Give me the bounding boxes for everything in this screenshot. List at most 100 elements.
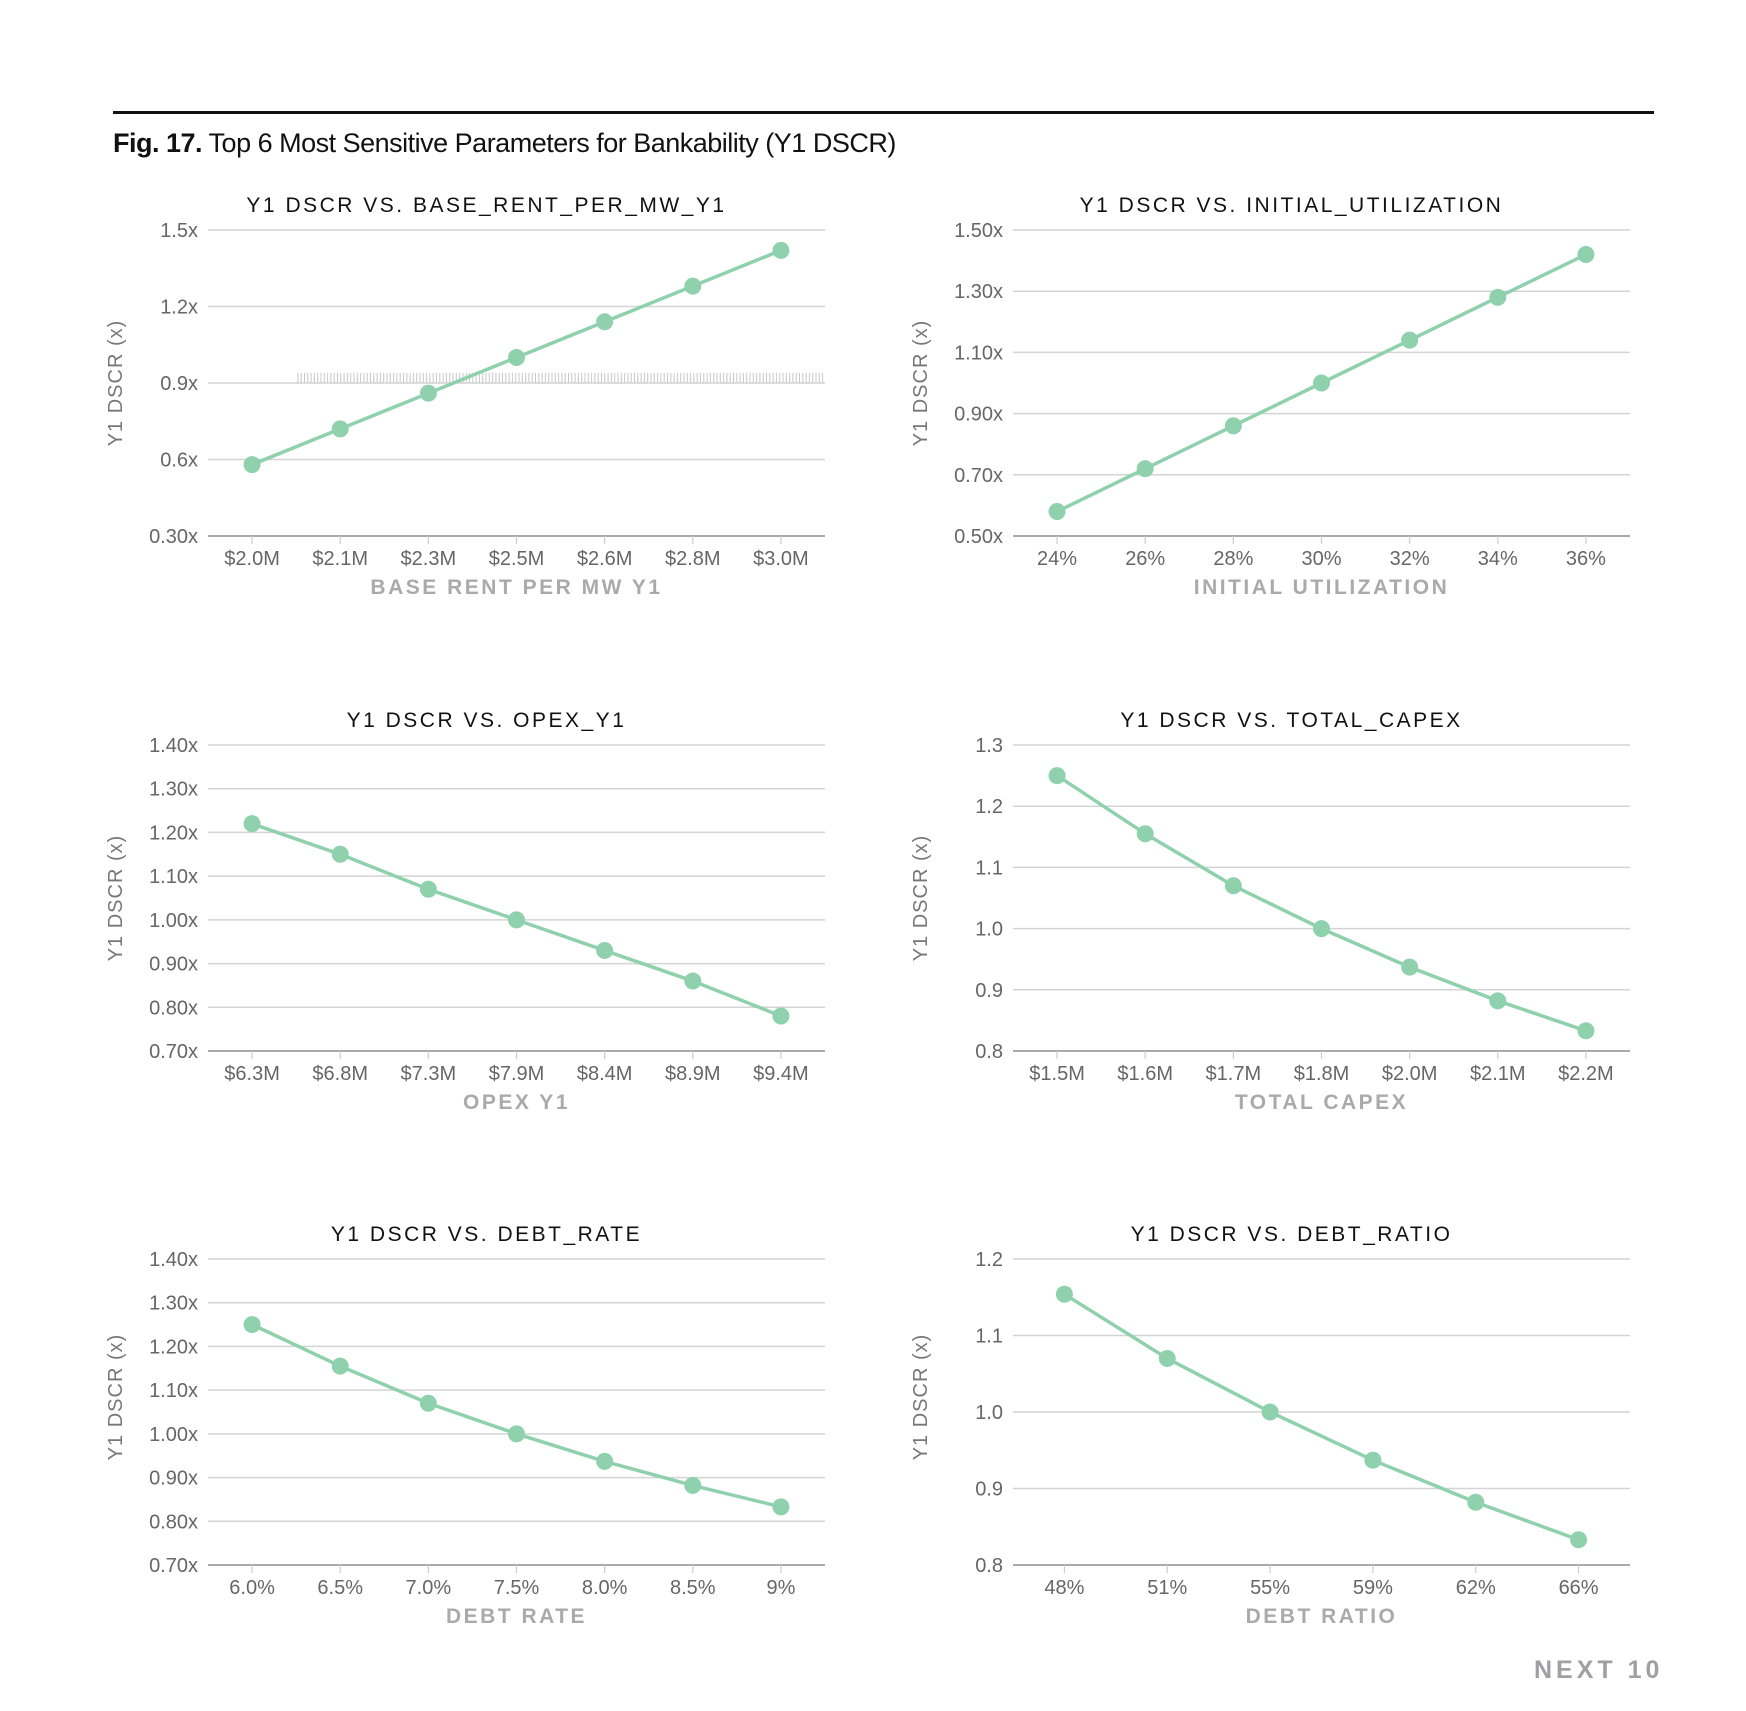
data-point xyxy=(1577,245,1595,263)
x-tick-label: $1.8M xyxy=(1294,1063,1350,1085)
data-point xyxy=(1467,1493,1485,1511)
y-tick-label: 1.10x xyxy=(149,866,198,888)
data-point xyxy=(1136,825,1154,843)
y-tick-label: 0.6x xyxy=(160,450,198,472)
x-tick-label: 8.5% xyxy=(670,1577,716,1599)
data-point xyxy=(1261,1403,1279,1421)
x-tick-label: 32% xyxy=(1390,548,1430,570)
data-point xyxy=(1577,1022,1595,1040)
data-point xyxy=(1136,460,1154,478)
x-tick-label: $2.2M xyxy=(1558,1063,1614,1085)
x-tick-label: 28% xyxy=(1213,548,1253,570)
data-point xyxy=(1224,417,1242,435)
x-tick-label: 55% xyxy=(1250,1577,1290,1599)
y-tick-label: 1.3 xyxy=(975,735,1003,757)
y-tick-label: 0.9x xyxy=(160,373,198,395)
x-axis-title: INITIAL UTILIZATION xyxy=(1194,576,1450,599)
x-tick-label: 62% xyxy=(1456,1577,1496,1599)
x-tick-label: $2.3M xyxy=(401,548,457,570)
y-tick-label: 1.40x xyxy=(149,1249,198,1271)
y-tick-label: 0.8 xyxy=(975,1041,1003,1063)
x-tick-label: $3.0M xyxy=(753,548,809,570)
chart-panel: Y1 DSCR VS. DEBT_RATIO 0.8 0.9 1.0 1.1 1.2 48%… xyxy=(910,1223,1630,1628)
x-tick-label: 66% xyxy=(1559,1577,1599,1599)
y-tick-label: 1.20x xyxy=(149,822,198,844)
data-point xyxy=(243,456,261,474)
data-point xyxy=(772,1007,790,1025)
data-point xyxy=(1313,920,1330,938)
y-tick-label: 0.70x xyxy=(149,1555,198,1577)
data-point xyxy=(1048,767,1066,785)
x-tick-label: 24% xyxy=(1037,548,1077,570)
y-tick-label: 0.80x xyxy=(149,1511,198,1533)
figure-title-text: Top 6 Most Sensitive Parameters for Bank… xyxy=(208,128,897,158)
chart-panel: Y1 DSCR VS. INITIAL_UTILIZATION 0.50x 0.70… xyxy=(910,194,1630,599)
x-tick-label: $2.0M xyxy=(1382,1063,1438,1085)
y-axis-title: Y1 DSCR (x) xyxy=(105,1334,127,1461)
y-tick-label: 0.90x xyxy=(954,404,1003,426)
chart-panel: Y1 DSCR VS. BASE_RENT_PER_MW_Y1 0.30x 0.6x… xyxy=(105,194,825,599)
x-axis-title: DEBT RATIO xyxy=(1246,1605,1398,1628)
x-tick-label: 8.0% xyxy=(582,1577,628,1599)
figure-label: Fig. 17. xyxy=(113,128,203,158)
data-point xyxy=(508,911,525,929)
x-tick-label: $8.9M xyxy=(665,1063,721,1085)
y-tick-label: 0.70x xyxy=(954,465,1003,487)
data-point xyxy=(331,1357,349,1375)
y-tick-label: 0.50x xyxy=(954,526,1003,548)
y-tick-label: 1.50x xyxy=(954,220,1003,242)
threshold-line xyxy=(297,372,824,383)
data-point xyxy=(684,277,702,295)
x-axis-title: TOTAL CAPEX xyxy=(1235,1091,1408,1114)
data-point xyxy=(331,420,349,438)
chart-panel: Y1 DSCR VS. OPEX_Y1 0.70x 0.80x 0.90x 1.00x 1… xyxy=(105,709,825,1114)
data-point xyxy=(684,1476,702,1494)
y-tick-label: 0.90x xyxy=(149,1468,198,1490)
y-tick-label: 1.10x xyxy=(149,1380,198,1402)
data-point xyxy=(1489,992,1507,1010)
series-line xyxy=(1063,1292,1580,1542)
top-rule xyxy=(113,111,1654,114)
chart-title: Y1 DSCR VS. INITIAL_UTILIZATION xyxy=(1080,194,1504,217)
chart-title: Y1 DSCR VS. BASE_RENT_PER_MW_Y1 xyxy=(246,194,726,217)
data-point xyxy=(508,349,525,366)
y-axis-title: Y1 DSCR (x) xyxy=(910,835,932,962)
chart-panel: Y1 DSCR VS. TOTAL_CAPEX 0.8 0.9 1.0 1.1 1.2 1.… xyxy=(910,709,1630,1114)
chart-title: Y1 DSCR VS. DEBT_RATE xyxy=(331,1223,642,1246)
x-tick-label: 26% xyxy=(1125,548,1165,570)
data-point xyxy=(1364,1451,1382,1469)
x-tick-label: 7.0% xyxy=(406,1577,452,1599)
data-point xyxy=(243,815,261,833)
y-tick-label: 1.00x xyxy=(149,1424,198,1446)
x-tick-label: 51% xyxy=(1147,1577,1187,1599)
y-tick-label: 1.0 xyxy=(975,919,1003,941)
data-point xyxy=(772,241,790,259)
data-point xyxy=(1570,1531,1588,1549)
x-tick-label: $2.0M xyxy=(224,548,280,570)
brand-logo: NEXT 10 xyxy=(1534,1656,1664,1684)
data-point xyxy=(1401,331,1419,349)
x-tick-label: $2.1M xyxy=(312,548,368,570)
data-point xyxy=(596,1452,614,1470)
x-tick-label: $2.8M xyxy=(665,548,721,570)
chart-title: Y1 DSCR VS. DEBT_RATIO xyxy=(1131,1223,1453,1246)
y-tick-label: 0.70x xyxy=(149,1041,198,1063)
y-tick-label: 1.2 xyxy=(975,1249,1003,1271)
x-tick-label: 36% xyxy=(1566,548,1606,570)
x-tick-label: $2.1M xyxy=(1470,1063,1526,1085)
data-point xyxy=(419,1394,437,1412)
data-point xyxy=(331,845,349,863)
x-tick-label: $1.7M xyxy=(1206,1063,1262,1085)
chart-panel: Y1 DSCR VS. DEBT_RATE 0.70x 0.80x 0.90x 1.00… xyxy=(105,1223,825,1628)
x-axis-title: OPEX Y1 xyxy=(463,1091,570,1114)
figure-title: Fig. 17. Top 6 Most Sensitive Parameters… xyxy=(113,128,896,159)
data-point xyxy=(508,1425,525,1443)
y-tick-label: 1.20x xyxy=(149,1336,198,1358)
x-tick-label: $9.4M xyxy=(753,1063,809,1085)
x-tick-label: 59% xyxy=(1353,1577,1393,1599)
y-tick-label: 1.1 xyxy=(975,857,1003,879)
x-tick-label: 30% xyxy=(1301,548,1341,570)
y-tick-label: 1.2 xyxy=(975,796,1003,818)
x-tick-label: $7.9M xyxy=(489,1063,545,1085)
y-tick-label: 1.2x xyxy=(160,297,198,319)
